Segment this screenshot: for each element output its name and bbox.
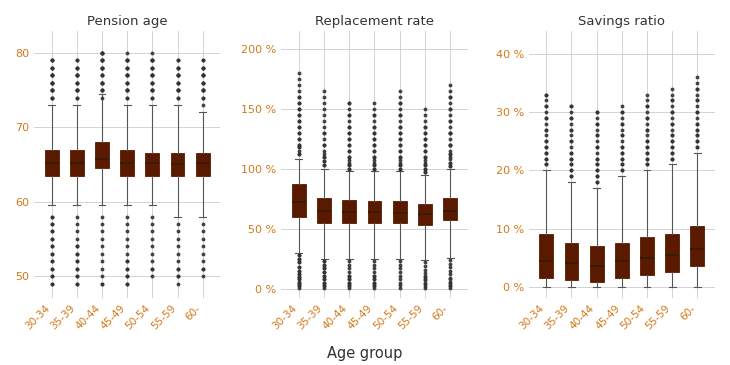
PathPatch shape	[171, 153, 185, 176]
PathPatch shape	[318, 197, 331, 223]
Title: Savings ratio: Savings ratio	[578, 15, 665, 28]
PathPatch shape	[691, 226, 704, 266]
PathPatch shape	[615, 243, 629, 278]
PathPatch shape	[196, 153, 210, 176]
PathPatch shape	[418, 204, 431, 225]
PathPatch shape	[292, 184, 306, 217]
PathPatch shape	[393, 201, 407, 223]
PathPatch shape	[145, 153, 159, 176]
PathPatch shape	[539, 234, 553, 278]
PathPatch shape	[443, 197, 457, 220]
PathPatch shape	[665, 234, 679, 272]
PathPatch shape	[368, 201, 381, 223]
PathPatch shape	[70, 150, 84, 176]
PathPatch shape	[640, 237, 654, 275]
PathPatch shape	[95, 142, 109, 168]
Title: Pension age: Pension age	[87, 15, 167, 28]
PathPatch shape	[120, 150, 134, 176]
Text: Age group: Age group	[327, 346, 403, 361]
PathPatch shape	[590, 246, 604, 282]
PathPatch shape	[45, 150, 58, 176]
Title: Replacement rate: Replacement rate	[315, 15, 434, 28]
PathPatch shape	[342, 200, 356, 223]
PathPatch shape	[564, 243, 578, 280]
